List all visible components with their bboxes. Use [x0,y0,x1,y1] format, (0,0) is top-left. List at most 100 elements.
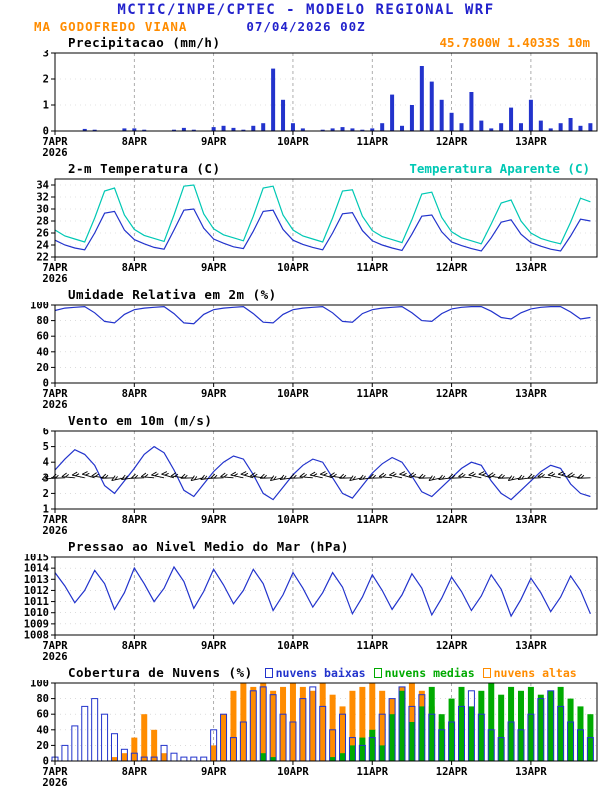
svg-text:9APR: 9APR [201,766,227,778]
svg-text:1015: 1015 [24,554,49,564]
chart-humidity: 0 20 40 60 80 100 7APR 2026 8APR 9APR 10APR 11APR 12… [0,302,612,412]
page-title: MCTIC/INPE/CPTEC - MODELO REGIONAL WRF [117,2,495,18]
header-subrow: MA GODOFREDO VIANA 07/04/2026 00Z [0,19,612,34]
svg-text:12APR: 12APR [436,388,468,400]
svg-text:7APR: 7APR [42,136,68,148]
svg-text:9APR: 9APR [201,514,227,526]
svg-text:7APR: 7APR [42,640,68,652]
svg-text:100: 100 [30,680,49,690]
temperature-title-row: 2-m Temperatura (C) Temperatura Aparente… [0,160,612,176]
svg-text:11APR: 11APR [356,640,388,652]
chart-title-wind: Vento em 10m (m/s) [68,413,213,428]
legend-swatch-high-clouds [482,668,491,678]
svg-text:1008: 1008 [24,630,49,642]
station-name: MA GODOFREDO VIANA [34,19,188,34]
station-coordinates: 45.7800W 1.4033S 10m [439,35,590,50]
svg-text:13APR: 13APR [515,388,547,400]
svg-text:3: 3 [43,50,49,60]
svg-text:2: 2 [43,74,49,86]
svg-text:7APR: 7APR [42,514,68,526]
legend-swatch-mid-clouds [373,668,382,678]
svg-text:9APR: 9APR [201,136,227,148]
run-datetime: 07/04/2026 00Z [246,19,366,34]
legend-swatch-low-clouds [264,668,273,678]
panel-precipitation: Precipitacao (mm/h) 45.7800W 1.4033S 10m… [0,34,612,160]
svg-text:1013: 1013 [24,574,49,586]
chart-clouds: 0 20 40 60 80 100 7APR 2026 8APR 9APR 10APR 11APR 12… [0,680,612,790]
svg-text:11APR: 11APR [356,262,388,274]
svg-text:32: 32 [36,192,49,204]
svg-text:34: 34 [36,180,49,192]
chart-pressure: 1008 1009 1010 1011 1012 1013 1014 1015 7APR 2026… [0,554,612,664]
svg-text:4: 4 [43,457,49,469]
svg-text:2026: 2026 [42,651,67,663]
svg-text:80: 80 [36,693,49,705]
svg-text:1012: 1012 [24,585,49,597]
svg-text:1014: 1014 [24,563,49,575]
svg-text:1009: 1009 [24,618,49,630]
svg-text:60: 60 [36,709,49,721]
svg-text:11APR: 11APR [356,136,388,148]
svg-text:2026: 2026 [42,147,67,159]
chart-title-humidity: Umidade Relativa em 2m (%) [68,287,277,302]
panel-clouds: Cobertura de Nuvens (%) nuvens baixas nu… [0,664,612,790]
apparent-temperature-legend: Temperatura Aparente (C) [409,161,590,176]
svg-text:10APR: 10APR [277,514,309,526]
clouds-title-row: Cobertura de Nuvens (%) nuvens baixas nu… [0,664,612,681]
svg-text:0: 0 [43,126,49,138]
legend-label-mid-clouds: nuvens medias [384,666,475,680]
svg-text:30: 30 [36,204,49,216]
panel-wind: Vento em 10m (m/s) 1 2 3 4 5 6 7APR 2026 8APR 9AP… [0,412,612,538]
svg-text:11APR: 11APR [356,766,388,778]
svg-text:8APR: 8APR [122,640,148,652]
svg-text:7APR: 7APR [42,388,68,400]
svg-text:8APR: 8APR [122,766,148,778]
chart-wind: 1 2 3 4 5 6 7APR 2026 8APR 9APR 10APR 11APR 12APR 13A… [0,428,612,538]
svg-text:8APR: 8APR [122,136,148,148]
svg-text:0: 0 [43,378,49,390]
chart-title-precipitation: Precipitacao (mm/h) [68,35,221,50]
svg-text:13APR: 13APR [515,262,547,274]
svg-text:9APR: 9APR [201,388,227,400]
panel-pressure: Pressao ao Nivel Medio do Mar (hPa) 1008… [0,538,612,664]
svg-text:11APR: 11APR [356,388,388,400]
svg-text:7APR: 7APR [42,766,68,778]
svg-text:40: 40 [36,724,49,736]
svg-text:6: 6 [43,428,49,438]
svg-text:13APR: 13APR [515,514,547,526]
svg-text:1011: 1011 [24,596,49,608]
svg-text:12APR: 12APR [436,514,468,526]
svg-text:12APR: 12APR [436,262,468,274]
svg-text:80: 80 [36,315,49,327]
clouds-legend: nuvens baixas nuvens medias nuvens altas [257,666,577,680]
svg-text:1: 1 [43,504,49,516]
svg-text:1010: 1010 [24,607,49,619]
svg-text:10APR: 10APR [277,262,309,274]
svg-text:12APR: 12APR [436,766,468,778]
svg-text:8APR: 8APR [122,262,148,274]
svg-text:2026: 2026 [42,399,67,411]
chart-temperature: 22 24 26 28 30 32 34 7APR 2026 8APR 9APR 10APR 11APR… [0,176,612,286]
svg-text:10APR: 10APR [277,766,309,778]
svg-text:10APR: 10APR [277,640,309,652]
svg-text:2: 2 [43,488,49,500]
svg-text:60: 60 [36,331,49,343]
pressure-title-row: Pressao ao Nivel Medio do Mar (hPa) [0,538,612,554]
svg-text:20: 20 [36,740,49,752]
header: MCTIC/INPE/CPTEC - MODELO REGIONAL WRF M… [0,0,612,34]
chart-title-pressure: Pressao ao Nivel Medio do Mar (hPa) [68,539,349,554]
svg-text:5: 5 [43,441,49,453]
legend-label-low-clouds: nuvens baixas [275,666,366,680]
chart-title-temperature: 2-m Temperatura (C) [68,161,221,176]
chart-precipitation: 0 1 2 3 7APR 2026 8APR 9APR 10APR 11APR 12APR 13APR [0,50,612,160]
svg-text:7APR: 7APR [42,262,68,274]
svg-text:13APR: 13APR [515,640,547,652]
svg-text:1: 1 [43,100,49,112]
wind-title-row: Vento em 10m (m/s) [0,412,612,428]
svg-text:26: 26 [36,228,49,240]
chart-title-clouds: Cobertura de Nuvens (%) [68,665,253,680]
svg-text:12APR: 12APR [436,640,468,652]
svg-text:0: 0 [43,756,49,768]
header-spacer [366,19,612,34]
